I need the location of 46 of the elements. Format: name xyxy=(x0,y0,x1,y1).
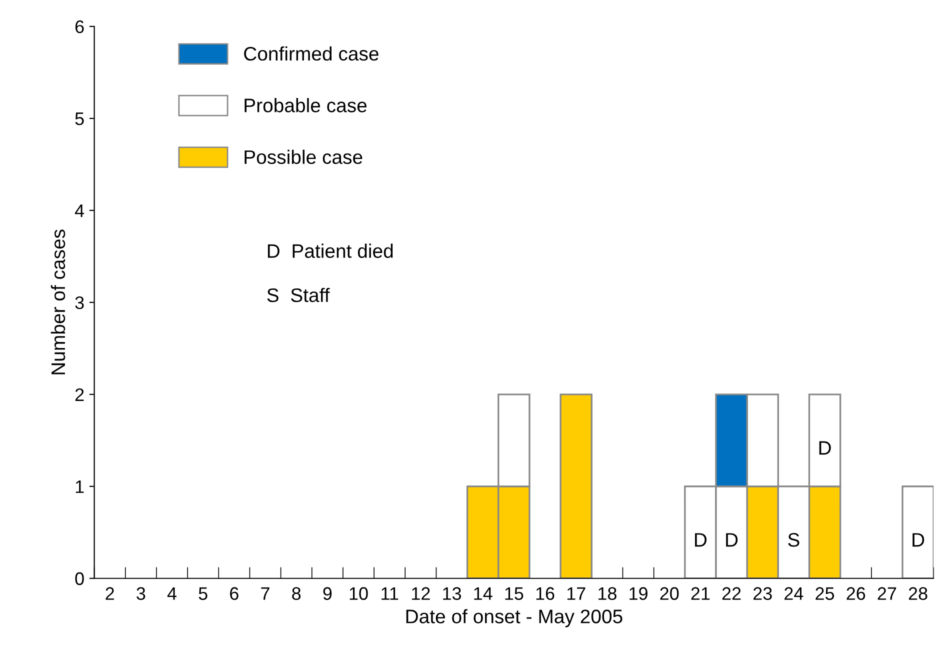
x-tick-label: 19 xyxy=(630,587,648,600)
x-tick-label: 26 xyxy=(846,587,866,600)
data-label: D xyxy=(695,533,707,547)
legend-label: Confirmed case xyxy=(244,46,378,61)
data-label: D xyxy=(912,533,924,547)
legend-label: Probable case xyxy=(244,98,367,112)
y-tick-label: 1 xyxy=(76,480,84,493)
x-tick-label: 13 xyxy=(443,587,462,600)
x-tick-label: 6 xyxy=(230,587,238,600)
data-label: S xyxy=(788,533,800,547)
x-tick-label: 7 xyxy=(261,587,270,600)
data-label: D xyxy=(819,441,831,455)
legend-label: Possible case xyxy=(244,150,362,164)
x-tick-label: 16 xyxy=(536,587,554,600)
x-tick-label: 15 xyxy=(505,587,524,600)
y-axis-title: Number of cases xyxy=(50,230,66,374)
x-tick-label: 2 xyxy=(106,587,114,600)
x-tick-label: 27 xyxy=(878,587,896,600)
x-tick-label: 3 xyxy=(136,587,146,600)
y-tick-label: 6 xyxy=(75,20,84,34)
x-tick-label: 17 xyxy=(567,587,586,600)
x-tick-label: 18 xyxy=(598,587,616,600)
x-tick-label: 11 xyxy=(382,587,398,600)
y-tick-label: 2 xyxy=(75,388,84,401)
x-tick-label: 8 xyxy=(292,587,301,600)
x-tick-label: 10 xyxy=(350,587,368,600)
y-tick-label: 0 xyxy=(75,572,84,586)
x-tick-label: 5 xyxy=(198,587,208,600)
x-tick-label: 12 xyxy=(412,587,430,600)
x-axis-title: Date of onset - May 2005 xyxy=(406,609,622,628)
x-tick-label: 24 xyxy=(784,587,804,600)
x-tick-label: 4 xyxy=(167,587,177,600)
x-tick-label: 22 xyxy=(722,587,741,600)
annotation: D Patient died xyxy=(268,244,393,258)
x-tick-label: 21 xyxy=(691,587,710,600)
x-tick-label: 25 xyxy=(816,587,834,600)
x-tick-label: 28 xyxy=(908,587,928,600)
data-label: D xyxy=(726,533,738,547)
y-tick-label: 5 xyxy=(75,112,84,126)
y-tick-label: 3 xyxy=(75,296,84,310)
x-tick-label: 9 xyxy=(323,587,332,600)
annotation: S Staff xyxy=(267,288,330,302)
y-tick-label: 4 xyxy=(74,204,84,217)
x-tick-label: 20 xyxy=(660,587,679,600)
x-tick-label: 14 xyxy=(474,587,492,600)
x-tick-label: 23 xyxy=(753,587,772,600)
